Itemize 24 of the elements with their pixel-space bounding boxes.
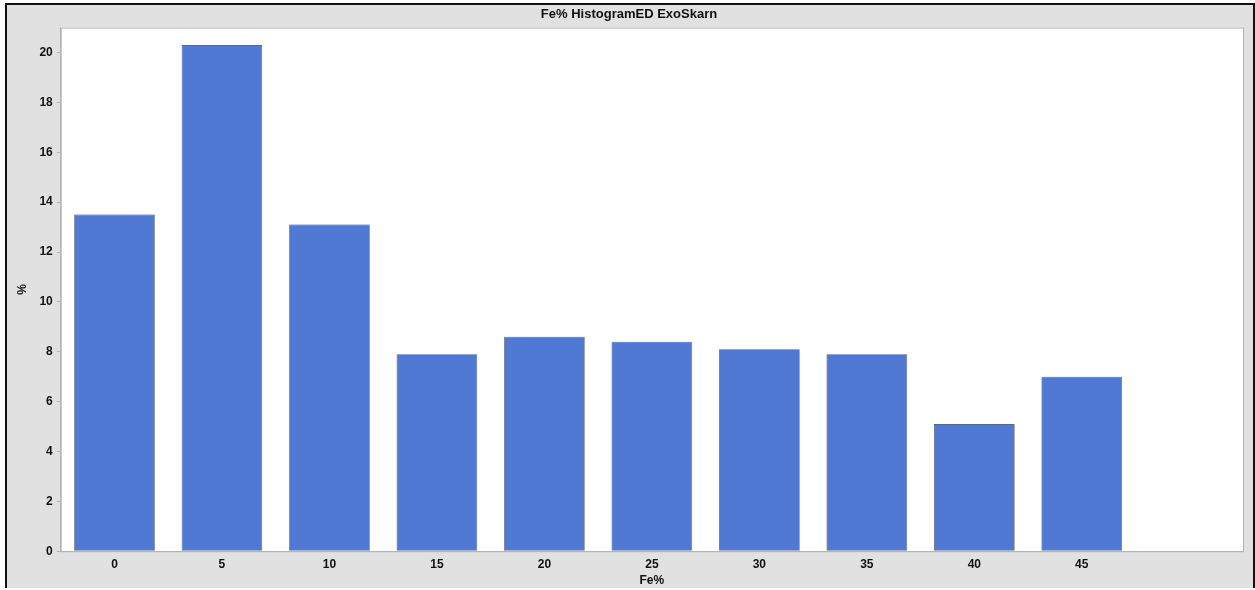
y-tick-label: 6 [46,393,54,408]
x-tick-label: 15 [430,556,444,571]
x-tick-label: 35 [860,556,874,571]
y-tick-label: 12 [39,244,54,259]
y-tick-label: 4 [46,443,54,458]
y-tick-label: 10 [39,294,54,309]
y-tick-label: 18 [39,94,54,109]
y-tick-label: 0 [46,543,54,558]
x-tick-label: 5 [218,556,226,571]
y-axis-title: % [14,283,29,295]
x-tick-label: 20 [537,556,552,571]
x-tick-label: 45 [1075,556,1089,571]
chart-title: Fe% HistogramED ExoSkarn [540,6,718,22]
x-axis-title: Fe% [639,573,665,588]
y-tick-label: 14 [39,194,54,209]
x-tick-label: 30 [752,556,767,571]
y-tick-label: 2 [46,493,54,508]
x-tick-label: 10 [322,556,337,571]
y-tick-label: 20 [39,44,54,59]
y-tick-label: 16 [39,144,54,159]
x-tick-label: 0 [111,556,119,571]
x-tick-label: 40 [967,556,982,571]
y-tick-label: 8 [46,344,54,359]
x-tick-label: 25 [645,556,659,571]
